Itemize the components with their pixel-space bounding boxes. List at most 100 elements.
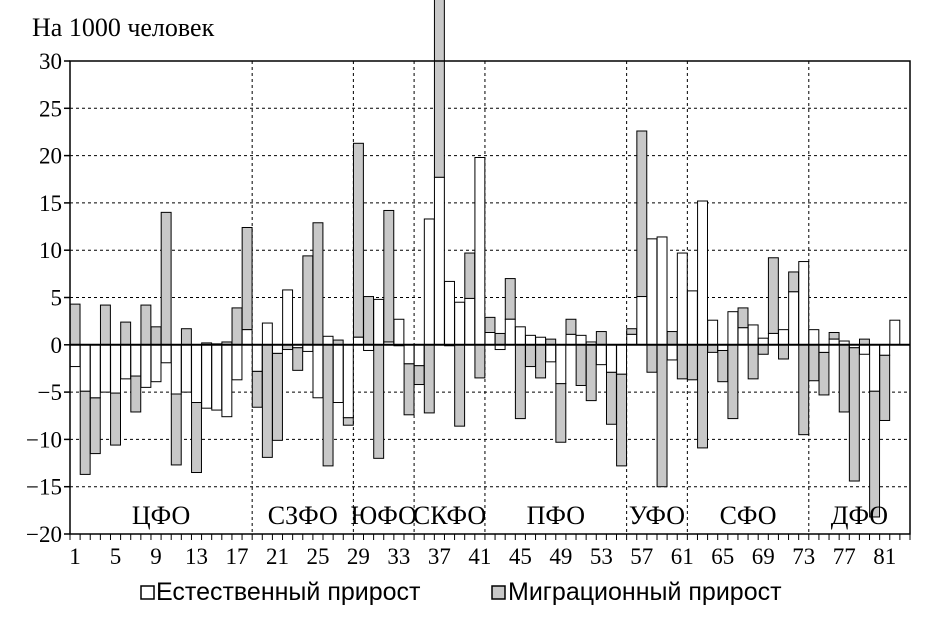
bar-natural	[818, 344, 830, 353]
x-tick-label: 73	[792, 544, 815, 569]
y-tick-label: 30	[39, 49, 62, 74]
region-label: СКФО	[413, 501, 486, 530]
bar-natural	[788, 291, 800, 346]
bar-natural	[474, 156, 486, 346]
region-label: СФО	[720, 501, 777, 530]
bar-migration	[626, 328, 638, 335]
bar-natural	[342, 344, 354, 419]
bar-migration	[808, 344, 820, 382]
bar-natural	[605, 344, 617, 373]
bar-natural	[272, 344, 283, 354]
bar-natural	[231, 344, 243, 381]
y-tick-label: −10	[26, 427, 62, 452]
y-tick-label: −5	[38, 380, 62, 405]
bar-natural	[535, 336, 547, 346]
x-tick-label: 29	[347, 544, 370, 569]
bar-natural	[282, 289, 294, 346]
x-tick-label: 69	[752, 544, 775, 569]
bar-natural	[656, 236, 668, 346]
x-tick-label: 1	[69, 544, 81, 569]
bar-natural	[89, 344, 101, 399]
bar-migration	[180, 328, 192, 346]
bar-natural	[444, 280, 455, 346]
x-tick-label: 61	[671, 544, 694, 569]
bar-natural	[525, 334, 536, 346]
x-tick-label: 25	[306, 544, 329, 569]
legend-label-migration: Миграционный прирост	[508, 578, 782, 606]
bar-natural	[241, 329, 253, 346]
bar-migration	[170, 393, 182, 466]
bar-migration	[272, 352, 283, 441]
bar-natural	[727, 311, 739, 346]
bar-migration	[352, 142, 364, 338]
bar-migration	[727, 344, 739, 420]
bar-natural	[130, 344, 142, 377]
bar-natural	[454, 301, 466, 346]
bar-migration	[585, 344, 597, 402]
bar-migration	[433, 0, 445, 178]
bar-natural	[433, 176, 445, 346]
x-tick-label: 21	[266, 544, 289, 569]
bar-natural	[646, 238, 658, 346]
bar-natural	[545, 344, 557, 363]
bar-migration	[747, 344, 759, 380]
bar-migration	[514, 344, 526, 420]
bar-migration	[464, 252, 476, 299]
bar-migration	[110, 392, 122, 446]
region-label: ЦФО	[132, 501, 190, 530]
bar-natural	[403, 344, 415, 365]
bar-natural	[99, 344, 111, 393]
bar-natural	[767, 332, 779, 346]
legend: Естественный прирост Миграционный прирос…	[140, 578, 782, 606]
bar-natural	[595, 344, 607, 366]
bar-natural	[666, 344, 678, 361]
bar-migration	[140, 304, 152, 346]
bar-natural	[889, 319, 901, 346]
bar-migration	[535, 344, 547, 379]
bar-migration	[403, 363, 415, 416]
bar-migration	[454, 344, 466, 427]
y-tick-label: 5	[51, 286, 63, 311]
bar-migration	[646, 344, 658, 373]
bar-migration	[231, 307, 243, 346]
bar-natural	[393, 318, 405, 346]
region-label: СЗФО	[268, 501, 338, 530]
bar-natural	[697, 200, 708, 346]
x-tick-label: 33	[387, 544, 410, 569]
bar-migration	[737, 307, 749, 329]
y-tick-label: 20	[39, 144, 62, 169]
y-tick-label: −15	[26, 475, 62, 500]
x-tick-label: 13	[185, 544, 208, 569]
x-tick-label: 57	[630, 544, 653, 569]
y-tick-label: −20	[26, 522, 62, 547]
bar-natural	[778, 329, 789, 346]
bar-natural	[676, 252, 688, 346]
bar-natural	[332, 344, 344, 404]
bar-migration	[423, 344, 435, 414]
bar-natural	[352, 336, 364, 346]
bar-natural	[575, 334, 587, 346]
bar-migration	[322, 344, 334, 467]
legend-label-natural: Естественный прирост	[156, 578, 421, 606]
bar-migration	[767, 257, 779, 334]
bar-migration	[494, 332, 506, 346]
bar-migration	[302, 255, 314, 346]
bar-migration	[69, 303, 81, 346]
bar-migration	[504, 278, 516, 320]
legend-swatch-migration	[491, 585, 506, 600]
y-axis-title: На 1000 человек	[32, 13, 215, 42]
bar-migration	[251, 370, 263, 408]
x-tick-label: 9	[150, 544, 162, 569]
bar-natural	[120, 344, 132, 380]
bar-natural	[79, 344, 91, 392]
bar-migration	[120, 321, 132, 346]
bar-natural	[747, 324, 759, 346]
bar-natural	[191, 344, 202, 404]
region-label: ДФО	[831, 501, 888, 530]
bar-natural	[707, 319, 719, 346]
bar-migration	[636, 130, 648, 298]
bar-migration	[818, 351, 830, 396]
x-tick-label: 17	[225, 544, 248, 569]
